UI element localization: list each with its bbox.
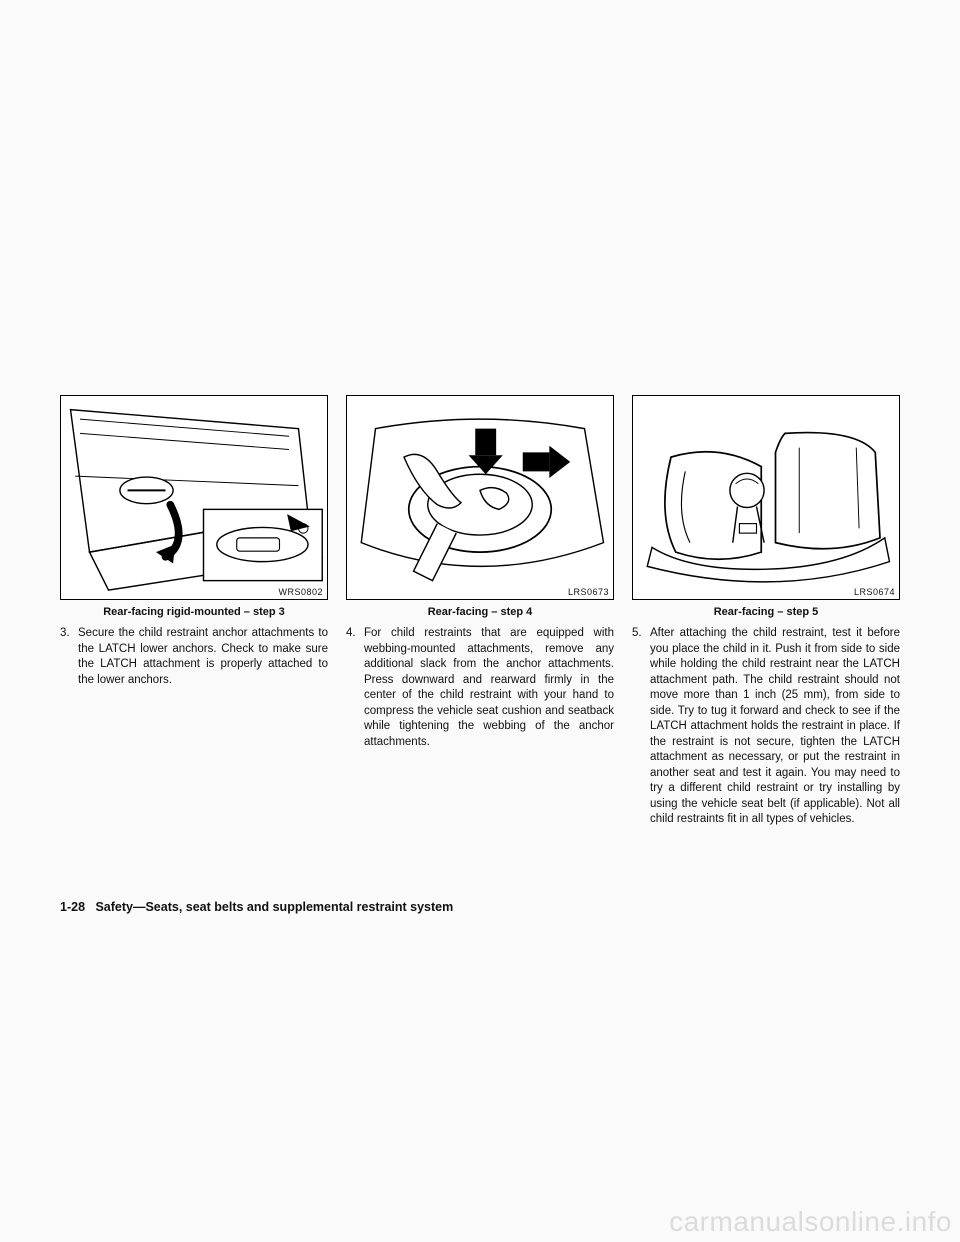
list-number: 4.: [346, 626, 364, 750]
text-step3: 3. Secure the child restraint anchor att…: [60, 626, 328, 688]
list-number: 3.: [60, 626, 78, 688]
column-1: WRS0802 Rear-facing rigid-mounted – step…: [60, 395, 328, 828]
illustration-step4: [347, 396, 613, 599]
figure-code: LRS0674: [854, 587, 895, 597]
column-3: LRS0674 Rear-facing – step 5 5. After at…: [632, 395, 900, 828]
page-content: WRS0802 Rear-facing rigid-mounted – step…: [0, 0, 960, 828]
illustration-step3: [61, 396, 327, 599]
figure-step3: WRS0802: [60, 395, 328, 600]
text-step5: 5. After attaching the child restraint, …: [632, 626, 900, 828]
figure-step4: LRS0673: [346, 395, 614, 600]
figure-code: LRS0673: [568, 587, 609, 597]
caption-step3: Rear-facing rigid-mounted – step 3: [60, 606, 328, 618]
text-step4: 4. For child restraints that are equippe…: [346, 626, 614, 750]
list-text: After attaching the child restraint, tes…: [650, 626, 900, 828]
list-number: 5.: [632, 626, 650, 828]
figure-step5: LRS0674: [632, 395, 900, 600]
watermark: carmanualsonline.info: [669, 1206, 952, 1238]
caption-step4: Rear-facing – step 4: [346, 606, 614, 618]
figure-code: WRS0802: [278, 587, 323, 597]
section-title: Safety—Seats, seat belts and supplementa…: [95, 900, 453, 914]
illustration-step5: [633, 396, 899, 599]
caption-step5: Rear-facing – step 5: [632, 606, 900, 618]
list-text: For child restraints that are equipped w…: [364, 626, 614, 750]
list-text: Secure the child restraint anchor attach…: [78, 626, 328, 688]
page-number: 1-28: [60, 900, 85, 914]
column-2: LRS0673 Rear-facing – step 4 4. For chil…: [346, 395, 614, 828]
page-footer: 1-28 Safety—Seats, seat belts and supple…: [60, 900, 453, 914]
